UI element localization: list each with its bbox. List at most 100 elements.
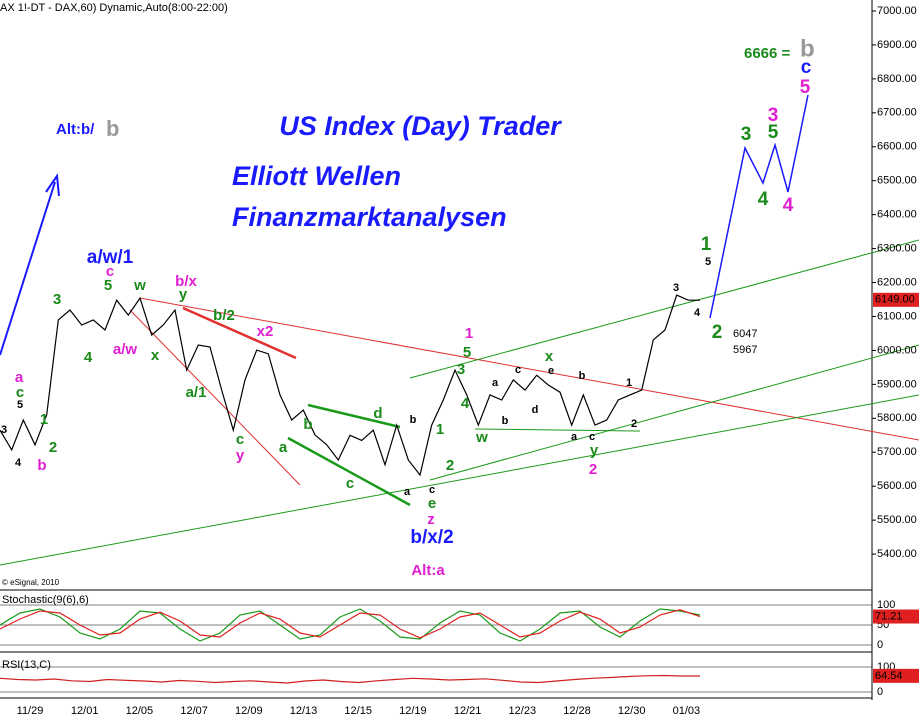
- wave-label: 4: [461, 395, 470, 412]
- wave-label: b: [502, 415, 509, 427]
- wave-label: 3: [768, 105, 779, 126]
- price-line: [0, 294, 700, 477]
- trend-lines: [0, 94, 919, 566]
- wave-label: y: [236, 447, 245, 464]
- y-tick-label: 7000.00: [877, 5, 917, 17]
- wave-label: b/x/2: [410, 527, 453, 548]
- arrow: [0, 181, 56, 356]
- x-tick-label: 12/05: [126, 705, 154, 717]
- wave-label: a: [404, 486, 411, 498]
- x-tick-label: 12/19: [399, 705, 427, 717]
- x-tick-label: 12/21: [454, 705, 482, 717]
- indicator-name: RSI(13,C): [2, 659, 51, 671]
- trend-line: [129, 309, 301, 486]
- wave-label: e: [428, 495, 436, 512]
- wave-label: c: [515, 364, 521, 376]
- wave-label: w: [475, 429, 488, 446]
- x-tick-label: 12/13: [290, 705, 318, 717]
- y-tick-label: 0: [877, 639, 883, 651]
- price-tag: 6149.00: [875, 294, 915, 306]
- wave-label: x: [151, 347, 160, 364]
- wave-label: a/w: [113, 341, 138, 358]
- y-tick-label: 100: [877, 599, 895, 611]
- wave-label: b: [37, 457, 46, 474]
- trend-line: [474, 428, 641, 432]
- wave-label: 5: [768, 122, 779, 143]
- wave-label: b/x: [175, 273, 197, 290]
- y-tick-label: 5600.00: [877, 480, 917, 492]
- wave-label: 5: [463, 344, 471, 361]
- wave-label: a/1: [186, 384, 207, 401]
- y-tick-label: 6400.00: [877, 209, 917, 221]
- wave-label: 4: [15, 457, 22, 469]
- price-tag-box: [873, 668, 919, 683]
- y-tick-label: 6500.00: [877, 175, 917, 187]
- stochastic-line: [0, 609, 701, 639]
- wave-label: 2: [631, 418, 637, 430]
- wave-label: 1: [626, 377, 632, 389]
- alt-label: Alt:b/: [56, 121, 95, 138]
- wave-label: 3: [741, 124, 752, 145]
- wave-label: c: [236, 431, 244, 448]
- wave-label: 1: [436, 421, 444, 438]
- wave-label: 2: [49, 439, 57, 456]
- chart-title: AX 1!-DT - DAX,60) Dynamic,Auto(8:00-22:…: [0, 2, 228, 14]
- y-tick-label: 5800.00: [877, 412, 917, 424]
- wave-label: 1: [40, 411, 48, 428]
- copyright: © eSignal, 2010: [2, 578, 60, 587]
- arrow-head: [45, 173, 60, 197]
- wave-label: b/2: [213, 307, 235, 324]
- wave-label: 4: [694, 307, 701, 319]
- price-tag-box: [873, 609, 919, 624]
- wave-label: 2: [589, 461, 597, 478]
- rsi-line: [0, 674, 700, 684]
- target-label: b: [800, 35, 815, 62]
- x-tick-label: 12/23: [509, 705, 537, 717]
- wave-label: 4: [84, 349, 93, 366]
- x-tick-label: 12/30: [618, 705, 646, 717]
- subtitle: Elliott Wellen: [232, 161, 401, 191]
- wave-label: c: [346, 475, 354, 492]
- y-tick-label: 5700.00: [877, 446, 917, 458]
- wave-label: 5: [800, 77, 811, 98]
- wave-label: 3: [1, 424, 7, 436]
- trend-line: [409, 239, 919, 379]
- subtitle: Finanzmarktanalysen: [232, 202, 507, 232]
- wave-label: d: [532, 404, 539, 416]
- y-tick-label: 6900.00: [877, 39, 917, 51]
- wave-label: 2: [712, 322, 723, 343]
- x-tick-label: 01/03: [673, 705, 701, 717]
- wave-label: 1: [465, 325, 473, 342]
- y-tick-label: 6700.00: [877, 107, 917, 119]
- trend-line: [287, 436, 411, 507]
- wave-label: c: [106, 263, 114, 280]
- wave-label: e: [548, 365, 554, 377]
- y-tick-label: 6600.00: [877, 141, 917, 153]
- x-tick-label: 12/07: [180, 705, 208, 717]
- wave-label: c: [801, 57, 812, 78]
- wave-label: 4: [758, 189, 769, 210]
- target-label: 6666 =: [744, 45, 791, 62]
- wave-label: c: [16, 384, 24, 401]
- price-tag: 64.54: [875, 670, 903, 682]
- headline: US Index (Day) Trader: [279, 111, 562, 141]
- price-tag: 71.21: [875, 610, 903, 622]
- y-tick-label: 5500.00: [877, 514, 917, 526]
- wave-label: d: [373, 405, 382, 422]
- wave-label: 2: [446, 457, 454, 474]
- y-tick-label: 6800.00: [877, 73, 917, 85]
- wave-label: y: [179, 286, 188, 303]
- wave-label: 1: [701, 234, 712, 255]
- trend-line: [182, 306, 297, 360]
- trend-line: [0, 394, 919, 566]
- wave-label: a: [279, 439, 288, 456]
- wave-label: c: [589, 431, 595, 443]
- wave-label: w: [133, 277, 146, 294]
- y-tick-label: 6000.00: [877, 344, 917, 356]
- wave-label: 3: [457, 361, 465, 378]
- indicator-name: Stochastic(9(6),6): [2, 594, 89, 606]
- y-tick-label: 5400.00: [877, 548, 917, 560]
- trend-line: [307, 403, 401, 429]
